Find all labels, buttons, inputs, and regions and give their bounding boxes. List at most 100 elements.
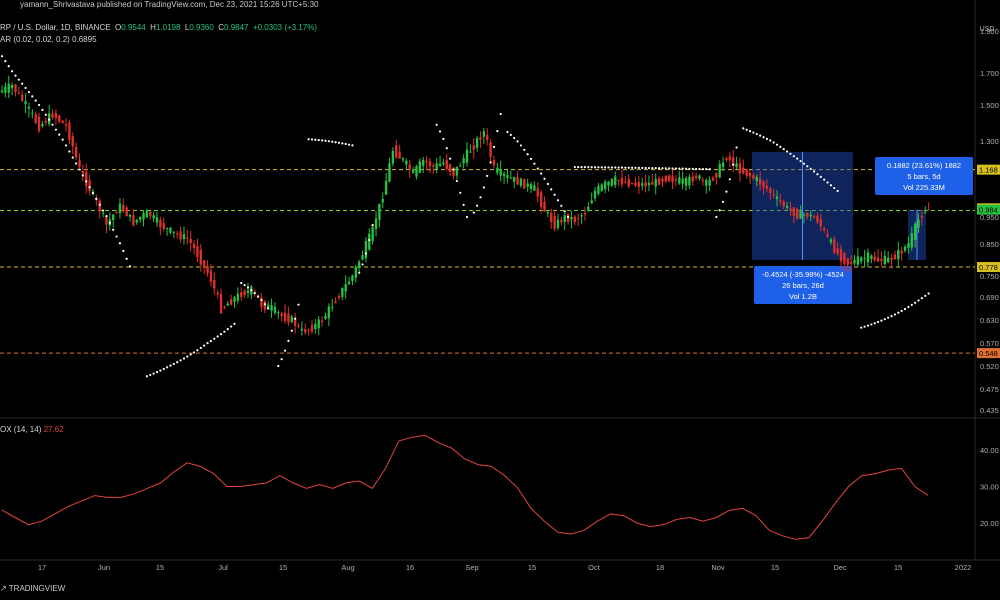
high-value: 1.0198	[155, 23, 181, 32]
y-tick-label: 0.570	[980, 339, 999, 348]
candle-body	[270, 305, 273, 311]
candle-body	[455, 166, 459, 176]
sar-dot	[823, 178, 826, 181]
candle-body	[388, 163, 391, 182]
sar-dot	[644, 166, 647, 170]
candle-body	[792, 207, 796, 216]
sar-dot	[597, 166, 600, 169]
sar-dot	[246, 286, 250, 289]
candle-body	[688, 176, 691, 186]
sar-dot	[688, 167, 691, 170]
candle-body	[37, 116, 41, 131]
sar-dot	[486, 174, 489, 178]
sar-dot	[499, 112, 502, 116]
sar-dot	[684, 167, 688, 170]
candle-body	[910, 233, 913, 248]
candle-body	[708, 179, 711, 186]
sar-dot	[812, 170, 816, 173]
sar-dot	[219, 333, 223, 336]
sar-dot	[206, 342, 209, 345]
sar-dot	[880, 319, 883, 322]
candle-body	[718, 164, 721, 178]
candle-body	[573, 216, 577, 223]
sar-dot	[671, 167, 674, 170]
candle-body	[779, 200, 782, 202]
x-tick-label: 15	[771, 563, 779, 572]
sar-dot	[577, 165, 580, 169]
sar-dot	[48, 118, 51, 121]
y-tick-label: 1.300	[980, 137, 999, 146]
y-tick-label: 0.850	[980, 240, 999, 249]
y-tick-label: 0.520	[980, 362, 999, 371]
sar-dot	[128, 265, 132, 268]
candle-body	[890, 257, 893, 260]
sar-dot	[445, 147, 448, 150]
candle-body	[267, 304, 270, 309]
candle-body	[189, 238, 192, 243]
sar-dot	[762, 136, 765, 139]
candle-body	[863, 257, 866, 259]
candle-body	[465, 149, 469, 163]
candle-body	[610, 178, 614, 186]
candle-body	[627, 178, 630, 187]
sar-dot	[543, 177, 546, 180]
candle-body	[17, 92, 21, 94]
sar-dot	[496, 130, 499, 133]
candle-body	[819, 219, 822, 227]
sar-dot	[199, 346, 202, 350]
candle-body	[674, 179, 678, 181]
candle-body	[728, 156, 732, 160]
sar-dot	[587, 166, 590, 169]
candle-body	[546, 212, 550, 214]
candle-body	[691, 176, 694, 182]
sar-dot	[600, 166, 603, 169]
sar-dot	[927, 292, 930, 295]
candle-body	[732, 157, 735, 166]
sar-dot	[78, 168, 81, 171]
sar-dot	[27, 91, 31, 94]
candle-body	[866, 252, 870, 263]
sar-dot	[145, 375, 148, 378]
sar-dot	[226, 328, 229, 331]
candle-body	[405, 160, 408, 165]
candle-body	[246, 290, 250, 294]
sar-dot	[735, 146, 738, 149]
sar-dot	[294, 317, 297, 320]
sar-dot	[192, 351, 196, 354]
candle-body	[176, 233, 179, 235]
candle-body	[206, 265, 209, 274]
tradingview-brand: ↗ TRADINGVIEW	[0, 584, 66, 593]
sar-dot	[108, 221, 111, 224]
candle-body	[607, 181, 610, 186]
sar-dot	[122, 249, 125, 253]
sar-value: 0.6895	[72, 35, 97, 44]
sar-dot	[169, 364, 172, 367]
sar-dot	[14, 74, 17, 77]
sar-dot	[701, 167, 704, 171]
candle-body	[769, 188, 772, 193]
candle-body	[681, 178, 684, 184]
sar-dot	[196, 349, 199, 352]
sar-dot	[664, 167, 667, 170]
candle-body	[354, 266, 357, 278]
candle-body	[644, 182, 647, 187]
candle-body	[577, 217, 580, 219]
sar-dot	[637, 166, 640, 169]
sar-dot	[661, 167, 664, 170]
sar-dot	[924, 294, 927, 297]
candle-body	[806, 212, 809, 217]
sar-dot	[759, 134, 762, 137]
candle-body	[762, 181, 765, 188]
sar-dot	[337, 141, 341, 144]
sar-dot	[341, 142, 344, 145]
sar-dot	[331, 140, 334, 143]
sar-dot	[54, 128, 58, 131]
sar-dot	[310, 138, 314, 141]
candle-body	[78, 160, 81, 167]
candle-body	[334, 301, 337, 303]
sar-dot	[715, 215, 718, 219]
price-badge	[977, 262, 1000, 273]
candle-body	[425, 160, 428, 163]
sar-dot	[317, 138, 320, 142]
